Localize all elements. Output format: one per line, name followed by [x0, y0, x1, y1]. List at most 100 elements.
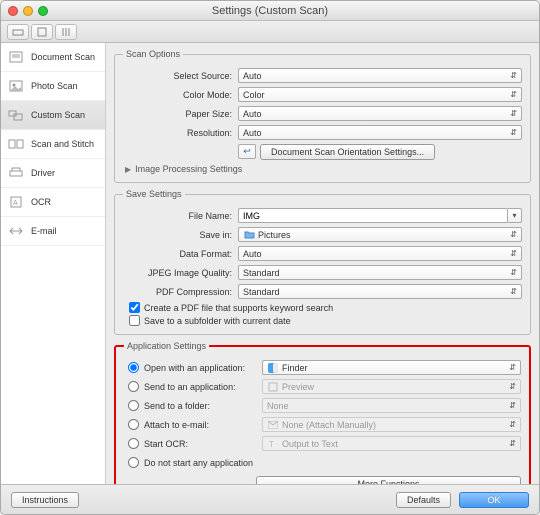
attach-email-dropdown[interactable]: None (Attach Manually)⇵	[262, 417, 521, 432]
application-settings-group: Application Settings Open with an applic…	[114, 341, 531, 484]
send-to-folder-radio[interactable]	[128, 400, 139, 411]
finder-icon	[267, 363, 279, 373]
toolbar-btn-settings[interactable]	[55, 24, 77, 40]
toolbar	[1, 21, 539, 43]
select-source-dropdown[interactable]: Auto⇵	[238, 68, 522, 83]
mail-icon	[267, 420, 279, 430]
open-with-radio[interactable]	[128, 362, 139, 373]
select-source-label: Select Source:	[123, 71, 238, 81]
send-to-app-label: Send to an application:	[144, 382, 262, 392]
paper-size-dropdown[interactable]: Auto⇵	[238, 106, 522, 121]
no-start-radio[interactable]	[128, 457, 139, 468]
folder-icon	[243, 230, 255, 240]
toolbar-btn-save[interactable]	[31, 24, 53, 40]
document-icon	[7, 50, 25, 64]
chevron-updown-icon: ⇵	[510, 249, 517, 258]
color-mode-dropdown[interactable]: Color⇵	[238, 87, 522, 102]
sidebar-item-label: Custom Scan	[31, 110, 85, 120]
sidebar-item-driver[interactable]: Driver	[1, 159, 105, 188]
chevron-updown-icon: ⇵	[510, 230, 517, 239]
paper-size-label: Paper Size:	[123, 109, 238, 119]
subfolder-checkbox[interactable]	[129, 315, 140, 326]
titlebar: Settings (Custom Scan)	[1, 1, 539, 21]
photo-icon	[7, 79, 25, 93]
chevron-updown-icon: ⇵	[509, 420, 516, 429]
pdf-keyword-label: Create a PDF file that supports keyword …	[144, 303, 333, 313]
chevron-updown-icon: ⇵	[510, 268, 517, 277]
scan-options-legend: Scan Options	[123, 49, 183, 59]
sidebar-item-document-scan[interactable]: Document Scan	[1, 43, 105, 72]
pdf-compression-dropdown[interactable]: Standard⇵	[238, 284, 522, 299]
chevron-updown-icon: ⇵	[509, 401, 516, 410]
sidebar-item-email[interactable]: E-mail	[1, 217, 105, 246]
resolution-dropdown[interactable]: Auto⇵	[238, 125, 522, 140]
sidebar-item-ocr[interactable]: A OCR	[1, 188, 105, 217]
defaults-button[interactable]: Defaults	[396, 492, 451, 508]
scan-options-group: Scan Options Select Source: Auto⇵ Color …	[114, 49, 531, 183]
file-name-input-wrap	[238, 208, 508, 223]
orientation-reset-button[interactable]: ↩	[238, 144, 256, 159]
start-ocr-dropdown[interactable]: TOutput to Text⇵	[262, 436, 521, 451]
toolbar-btn-scanner[interactable]	[7, 24, 29, 40]
sidebar-item-scan-stitch[interactable]: Scan and Stitch	[1, 130, 105, 159]
chevron-updown-icon: ⇵	[510, 71, 517, 80]
zoom-icon[interactable]	[38, 6, 48, 16]
sidebar-item-label: Driver	[31, 168, 55, 178]
orientation-settings-button[interactable]: Document Scan Orientation Settings...	[260, 144, 435, 160]
save-settings-group: Save Settings File Name: ▾ Save in: Pict…	[114, 189, 531, 335]
svg-text:T: T	[269, 440, 274, 449]
text-icon: T	[267, 439, 279, 449]
main-panel: Scan Options Select Source: Auto⇵ Color …	[106, 43, 539, 484]
color-mode-label: Color Mode:	[123, 90, 238, 100]
sidebar-item-label: Photo Scan	[31, 81, 78, 91]
sidebar: Document Scan Photo Scan Custom Scan Sca…	[1, 43, 106, 484]
save-in-dropdown[interactable]: Pictures⇵	[238, 227, 522, 242]
save-in-label: Save in:	[123, 230, 238, 240]
resolution-label: Resolution:	[123, 128, 238, 138]
send-to-app-dropdown[interactable]: Preview⇵	[262, 379, 521, 394]
sidebar-item-custom-scan[interactable]: Custom Scan	[1, 101, 105, 130]
file-name-label: File Name:	[123, 211, 238, 221]
data-format-label: Data Format:	[123, 249, 238, 259]
subfolder-label: Save to a subfolder with current date	[144, 316, 291, 326]
chevron-updown-icon: ⇵	[510, 109, 517, 118]
pdf-compression-label: PDF Compression:	[123, 287, 238, 297]
start-ocr-radio[interactable]	[128, 438, 139, 449]
image-processing-disclosure[interactable]: ▶ Image Processing Settings	[125, 164, 522, 174]
traffic-lights	[8, 6, 48, 16]
jpeg-quality-label: JPEG Image Quality:	[123, 268, 238, 278]
ok-button[interactable]: OK	[459, 492, 529, 508]
open-with-dropdown[interactable]: Finder⇵	[262, 360, 521, 375]
chevron-updown-icon: ⇵	[510, 90, 517, 99]
chevron-updown-icon: ⇵	[510, 128, 517, 137]
email-icon	[7, 224, 25, 238]
application-settings-legend: Application Settings	[124, 341, 209, 351]
data-format-dropdown[interactable]: Auto⇵	[238, 246, 522, 261]
pdf-keyword-checkbox[interactable]	[129, 302, 140, 313]
instructions-button[interactable]: Instructions	[11, 492, 79, 508]
send-to-app-radio[interactable]	[128, 381, 139, 392]
save-settings-legend: Save Settings	[123, 189, 185, 199]
send-to-folder-label: Send to a folder:	[144, 401, 262, 411]
chevron-updown-icon: ⇵	[509, 439, 516, 448]
file-name-history-button[interactable]: ▾	[508, 208, 522, 223]
custom-icon	[7, 108, 25, 122]
sidebar-item-label: E-mail	[31, 226, 57, 236]
file-name-input[interactable]	[243, 211, 503, 221]
jpeg-quality-dropdown[interactable]: Standard⇵	[238, 265, 522, 280]
send-to-folder-dropdown[interactable]: None⇵	[262, 398, 521, 413]
svg-text:A: A	[13, 200, 18, 207]
footer: Instructions Defaults OK	[1, 484, 539, 514]
triangle-right-icon: ▶	[125, 165, 131, 174]
more-functions-button[interactable]: More Functions	[256, 476, 521, 485]
sidebar-item-label: Document Scan	[31, 52, 95, 62]
minimize-icon[interactable]	[23, 6, 33, 16]
sidebar-item-label: OCR	[31, 197, 51, 207]
attach-email-radio[interactable]	[128, 419, 139, 430]
image-processing-label: Image Processing Settings	[135, 164, 242, 174]
close-icon[interactable]	[8, 6, 18, 16]
start-ocr-label: Start OCR:	[144, 439, 262, 449]
preview-icon	[267, 382, 279, 392]
sidebar-item-photo-scan[interactable]: Photo Scan	[1, 72, 105, 101]
no-start-label: Do not start any application	[144, 458, 253, 468]
